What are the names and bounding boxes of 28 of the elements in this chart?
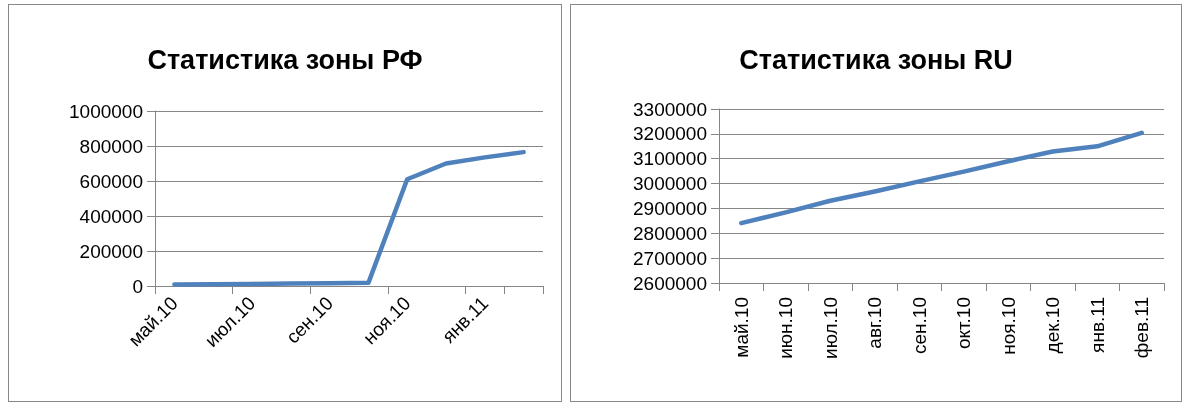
x-tick-label: фев.11 <box>1131 297 1153 359</box>
chart-title: Статистика зоны RU <box>739 44 1013 75</box>
x-tick-label: май.10 <box>730 297 752 358</box>
y-tick-label: 600000 <box>79 170 143 192</box>
y-tick-label: 2800000 <box>633 222 707 244</box>
x-tick-label: сен.10 <box>908 297 930 354</box>
y-tick-label: 2600000 <box>633 272 707 294</box>
x-tick-label: дек.10 <box>1042 297 1064 354</box>
chart-title: Статистика зоны РФ <box>147 44 423 75</box>
y-tick-label: 2900000 <box>633 197 707 219</box>
line-series <box>172 149 526 287</box>
line-series <box>739 130 1144 226</box>
x-tick-label: окт.10 <box>953 297 975 350</box>
x-tick-label: авг.10 <box>864 297 886 349</box>
y-tick-label: 200000 <box>79 240 143 262</box>
x-tick-label: июл.10 <box>819 297 841 359</box>
y-tick-label: 400000 <box>79 205 143 227</box>
y-tick-label: 3000000 <box>633 173 707 195</box>
y-tick-label: 3300000 <box>633 98 707 120</box>
y-tick-label: 2700000 <box>633 247 707 269</box>
x-tick-label: ноя.10 <box>997 297 1019 355</box>
y-tick-label: 0 <box>132 275 143 297</box>
y-tick-label: 3100000 <box>633 148 707 170</box>
y-tick-label: 3200000 <box>633 123 707 145</box>
x-tick-label: июн.10 <box>775 297 797 359</box>
y-tick-label: 1000000 <box>69 100 143 122</box>
x-tick-label: янв.11 <box>1086 297 1108 353</box>
y-tick-label: 800000 <box>79 135 143 157</box>
